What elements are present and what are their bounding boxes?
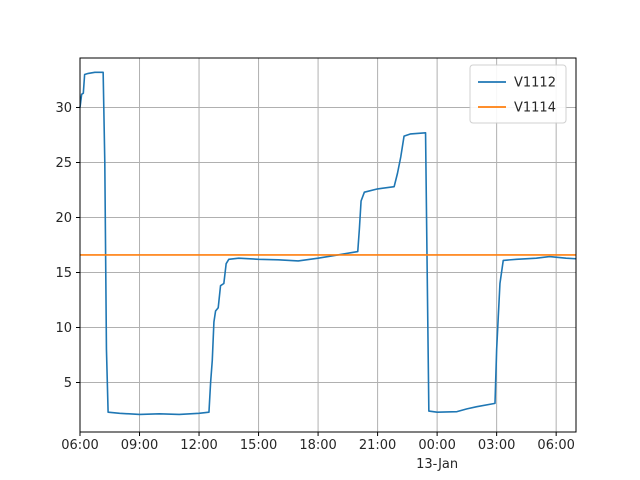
x-tick-label: 18:00 xyxy=(299,438,336,453)
y-tick-label: 5 xyxy=(64,376,72,391)
y-tick-label: 15 xyxy=(55,266,72,281)
x-tick-label: 15:00 xyxy=(240,438,277,453)
x-tick-label: 21:00 xyxy=(359,438,396,453)
y-tick-label: 20 xyxy=(55,211,72,226)
x-tick-label: 09:00 xyxy=(121,438,158,453)
legend-label-v1114: V1114 xyxy=(514,101,556,116)
legend: V1112 V1114 xyxy=(469,64,567,124)
x-tick-label: 06:00 xyxy=(61,438,98,453)
y-tick-label: 10 xyxy=(55,321,72,336)
legend-box xyxy=(469,64,567,124)
legend-label-v1112: V1112 xyxy=(514,76,556,91)
x-tick-sublabel: 13-Jan xyxy=(416,457,458,472)
series-layer xyxy=(79,71,577,416)
plot-frame xyxy=(79,57,577,433)
y-tick-label: 30 xyxy=(55,101,72,116)
x-tick-label: 12:00 xyxy=(180,438,217,453)
x-tick-label: 00:00 xyxy=(418,438,455,453)
y-axis: 5 10 15 20 25 30 xyxy=(55,101,80,391)
x-axis: 06:00 09:00 12:00 15:00 18:00 21:00 00:00 13-Ja… xyxy=(61,432,575,472)
y-tick-label: 25 xyxy=(55,156,72,171)
x-tick-label: 03:00 xyxy=(478,438,515,453)
series-line-v1112 xyxy=(79,71,577,416)
x-tick-label: 06:00 xyxy=(537,438,574,453)
